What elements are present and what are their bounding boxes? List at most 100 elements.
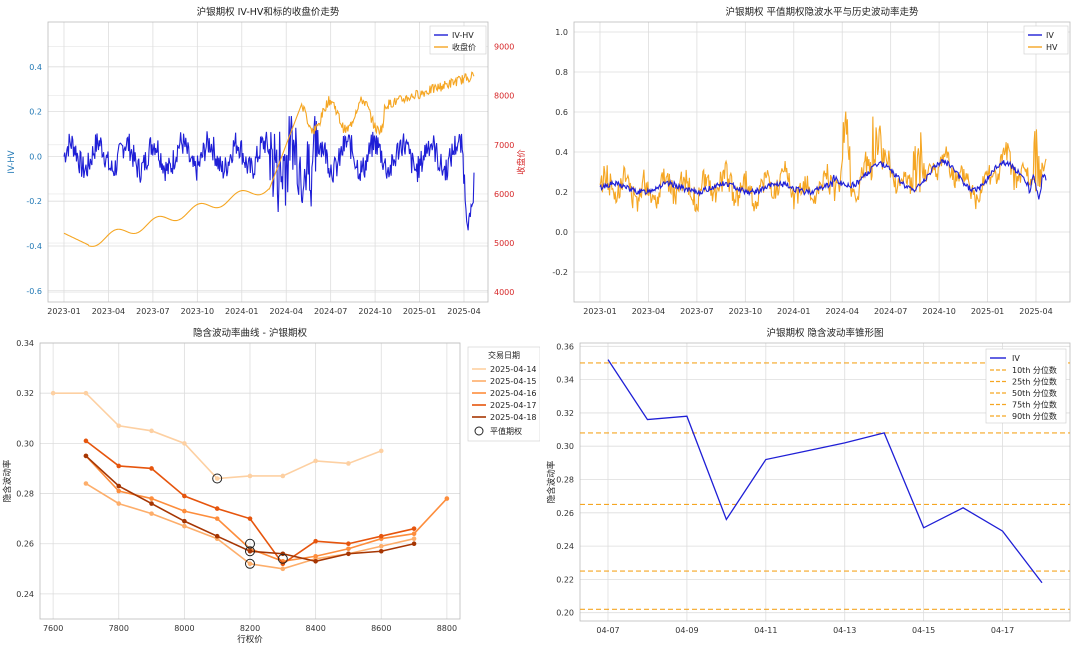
data-point: [411, 531, 417, 536]
data-point: [313, 538, 318, 544]
data-point: [280, 551, 286, 557]
x-tick: 2025-01: [403, 307, 436, 316]
y-tick-left: 0.2: [29, 108, 42, 117]
legend-entry: 2025-04-14: [490, 365, 537, 374]
x-tick: 04-07: [596, 626, 619, 635]
data-point: [378, 548, 384, 554]
series-line-iv: [607, 359, 1043, 584]
x-tick: 8800: [437, 624, 457, 633]
data-point: [247, 561, 253, 567]
y-tick-left: -0.6: [26, 287, 42, 296]
y-tick: 0.2: [555, 188, 568, 197]
x-tick: 8400: [305, 624, 325, 633]
plot-frame: [573, 21, 1071, 303]
series-line-iv: [599, 158, 1047, 200]
x-tick: 2025-01: [971, 307, 1004, 316]
y-tick: 0.30: [16, 439, 34, 448]
x-tick: 8200: [240, 624, 260, 633]
legend-entry: 90th 分位数: [1012, 411, 1057, 421]
x-tick: 04-11: [754, 626, 777, 635]
y-axis-label-right: 收盘价: [516, 149, 527, 175]
y-tick: 0.24: [16, 590, 34, 599]
x-tick: 8000: [174, 624, 194, 633]
y-tick-left: -0.2: [26, 197, 42, 206]
x-tick: 7600: [43, 624, 63, 633]
atm-marker: [245, 558, 255, 569]
y-tick: -0.2: [552, 268, 568, 277]
data-point: [444, 496, 450, 501]
x-tick: 2024-04: [270, 307, 303, 316]
series-line-hv: [599, 111, 1047, 213]
data-point: [214, 533, 220, 539]
data-point: [83, 390, 89, 396]
y-tick: 0.26: [16, 540, 34, 549]
y-tick-right: 6000: [494, 190, 514, 199]
data-point: [116, 423, 122, 429]
data-point: [313, 553, 318, 559]
data-point: [116, 501, 122, 506]
x-tick: 2023-10: [181, 307, 214, 316]
chart-iv-hv: 沪银期权 平值期权隐波水平与历史波动率走势 -0.2 0.0 0.2 0.4 0.6 0.8…: [552, 6, 1071, 316]
x-tick: 2024-04: [826, 307, 859, 316]
y-tick: 0.28: [16, 490, 34, 499]
series-line-close: [63, 71, 475, 247]
x-tick: 2024-10: [922, 307, 955, 316]
y-tick-left: -0.4: [26, 242, 42, 251]
x-tick: 7800: [109, 624, 129, 633]
chart-title: 隐含波动率曲线 - 沪银期权: [193, 327, 307, 339]
data-point: [214, 516, 220, 521]
data-point: [182, 508, 187, 514]
data-point: [116, 463, 122, 469]
data-point: [149, 501, 154, 506]
y-tick: 0.28: [556, 476, 574, 485]
legend-entry: 2025-04-16: [490, 389, 537, 398]
data-point: [346, 461, 351, 466]
x-tick: 2024-01: [225, 307, 258, 316]
legend-box: [985, 348, 1067, 424]
atm-marker: [212, 473, 223, 484]
data-point: [378, 533, 384, 539]
series-line: [85, 455, 448, 563]
legend-entry: 25th 分位数: [1012, 377, 1057, 387]
y-tick: 0.6: [555, 108, 568, 117]
x-tick: 2023-07: [680, 307, 713, 316]
data-point: [411, 536, 417, 542]
data-point: [346, 541, 351, 547]
y-tick: 0.24: [556, 542, 574, 551]
chart-title: 沪银期权 IV-HV和标的收盘价走势: [197, 6, 340, 18]
data-point: [313, 458, 318, 464]
legend-box: [1023, 25, 1069, 55]
y-tick-right: 8000: [494, 92, 514, 101]
x-tick: 2023-01: [583, 307, 616, 316]
legend-entry: 50th 分位数: [1012, 388, 1057, 398]
chart-cone: 沪银期权 隐含波动率锥形图 0.20 0.22 0.24 0.26 0.28 0.30 0.3…: [546, 327, 1071, 635]
y-tick: 0.4: [555, 148, 568, 157]
data-point: [83, 453, 89, 459]
legend-box: [467, 346, 540, 442]
x-tick: 2025-04: [447, 307, 480, 316]
x-axis-label: 行权价: [237, 634, 263, 645]
y-tick-right: 5000: [494, 239, 514, 248]
data-point: [149, 466, 154, 471]
x-tick: 2023-04: [632, 307, 665, 316]
series-line: [53, 392, 382, 480]
data-point: [83, 481, 89, 486]
legend-entry: 75th 分位数: [1012, 400, 1057, 410]
data-point: [83, 438, 89, 444]
data-point: [182, 518, 187, 524]
data-point: [247, 516, 253, 521]
data-point: [214, 506, 220, 511]
x-tick: 8600: [371, 624, 391, 633]
legend-entry: 2025-04-17: [490, 401, 537, 410]
y-tick: 0.26: [556, 509, 574, 518]
plot-frame: [39, 342, 461, 620]
data-point: [280, 561, 286, 567]
legend-entry: IV-HV: [452, 31, 474, 40]
data-point: [149, 496, 154, 501]
plot-frame: [47, 21, 489, 303]
legend-atm-swatch: [474, 426, 484, 436]
legend-entry: 10th 分位数: [1012, 365, 1057, 375]
chart-title: 沪银期权 隐含波动率锥形图: [766, 327, 883, 339]
y-tick: 0.32: [556, 409, 574, 418]
x-tick: 2024-07: [874, 307, 907, 316]
